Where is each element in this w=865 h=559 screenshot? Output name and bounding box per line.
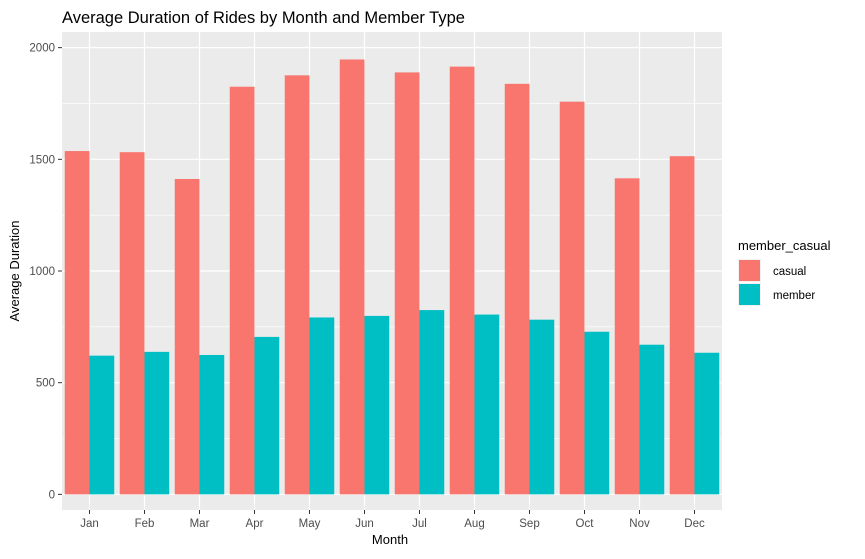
y-tick-label: 1500 [29,154,55,166]
legend-items: casual member [738,259,815,306]
y-tick-label: 1000 [29,266,55,278]
bar-member-apr [254,336,280,495]
x-axis-title: Month [372,532,408,547]
bar-casual-mar [174,178,200,495]
bar-member-sep [529,319,555,495]
bar-member-feb [144,351,170,495]
x-tick-label: Apr [246,518,264,530]
legend-swatch-member [739,284,760,305]
x-tick-label: Nov [629,518,650,530]
bar-casual-aug [449,66,475,495]
bar-casual-sep [504,83,530,495]
bar-casual-dec [669,156,695,495]
bar-casual-jan [64,151,90,495]
y-axis-title: Average Duration [7,221,22,322]
bar-member-nov [639,344,665,495]
y-tick-label: 2000 [29,43,55,55]
legend-swatch-casual [739,260,760,281]
bar-member-aug [474,314,500,495]
legend-title: member_casual [738,238,831,253]
bar-member-oct [584,331,610,495]
y-axis: 0 500 1000 1500 2000 [29,43,62,501]
bar-casual-feb [119,152,145,495]
bar-casual-oct [559,101,585,495]
x-axis: Jan Feb Mar Apr May Jun Jul Aug Sep Oct Nov Dec [80,510,705,530]
bar-casual-may [284,75,310,495]
x-tick-label: Aug [464,518,484,530]
x-tick-label: Jan [80,518,99,530]
bar-member-jan [89,355,115,495]
bar-casual-jun [339,59,365,495]
legend: member_casual casual member [738,238,831,306]
bar-member-may [309,317,335,495]
legend-label-casual: casual [773,266,806,278]
bar-member-mar [199,354,225,495]
x-tick-label: Jul [412,518,427,530]
y-tick-label: 0 [49,489,55,501]
x-tick-label: Sep [519,518,539,530]
legend-label-member: member [773,290,815,302]
x-tick-label: Oct [576,518,595,530]
bar-member-jun [364,315,390,495]
bar-member-jul [419,310,445,495]
x-tick-label: Dec [684,518,705,530]
bar-casual-jul [394,72,420,495]
bar-member-dec [694,352,720,495]
chart-title: Average Duration of Rides by Month and M… [62,9,465,27]
x-tick-label: May [299,518,321,530]
x-tick-label: Jun [355,518,374,530]
x-tick-label: Feb [135,518,155,530]
y-tick-label: 500 [36,378,55,390]
bar-casual-apr [229,86,255,495]
x-tick-label: Mar [190,518,210,530]
bar-casual-nov [614,178,640,495]
bar-series-group [64,59,720,495]
